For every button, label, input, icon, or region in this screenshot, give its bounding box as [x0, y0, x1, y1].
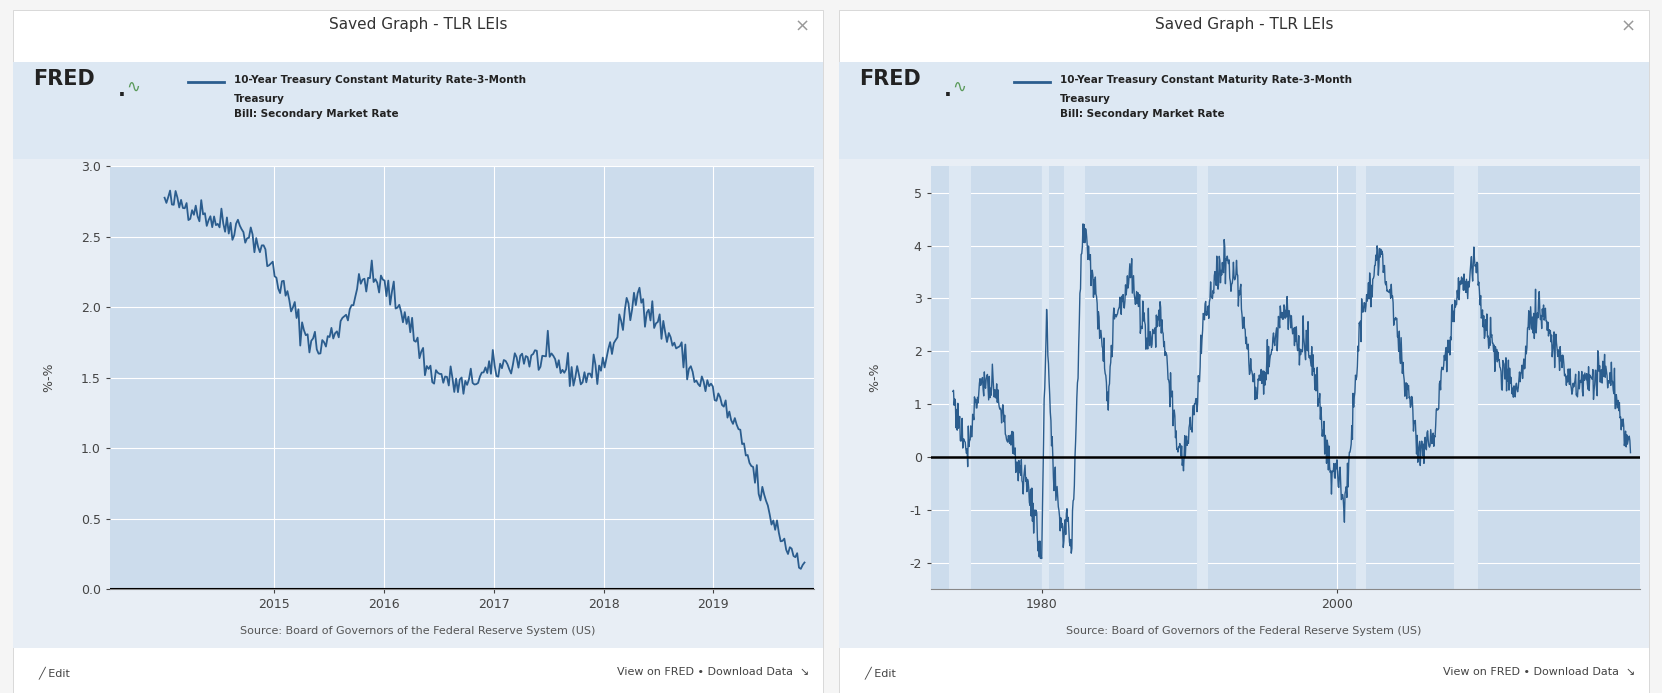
Text: Bill: Secondary Market Rate: Bill: Secondary Market Rate [1060, 109, 1225, 119]
Bar [949, 166, 971, 589]
Text: %-%: %-% [43, 360, 57, 392]
Text: .: . [944, 80, 952, 100]
Text: ∿: ∿ [126, 78, 140, 96]
Bar [1356, 166, 1366, 589]
Text: .: . [118, 80, 126, 100]
Text: Treasury: Treasury [234, 94, 286, 103]
Text: ╱ Edit: ╱ Edit [38, 666, 70, 678]
Bar [1454, 166, 1478, 589]
Text: Saved Graph - TLR LEIs: Saved Graph - TLR LEIs [1155, 17, 1333, 33]
Text: Saved Graph - TLR LEIs: Saved Graph - TLR LEIs [329, 17, 507, 33]
Text: ∿: ∿ [952, 78, 966, 96]
Text: ×: × [1620, 17, 1635, 35]
Text: %-%: %-% [869, 360, 883, 392]
Text: FRED: FRED [859, 69, 921, 89]
Bar [1042, 166, 1049, 589]
Text: Treasury: Treasury [1060, 94, 1112, 103]
Text: 10-Year Treasury Constant Maturity Rate-3-Month: 10-Year Treasury Constant Maturity Rate-… [234, 75, 527, 85]
Text: ╱ Edit: ╱ Edit [864, 666, 896, 678]
Text: View on FRED • Download Data  ↘: View on FRED • Download Data ↘ [617, 667, 809, 677]
Text: ×: × [794, 17, 809, 35]
Text: Source: Board of Governors of the Federal Reserve System (US): Source: Board of Governors of the Federa… [241, 626, 595, 635]
Bar [1064, 166, 1085, 589]
Text: 10-Year Treasury Constant Maturity Rate-3-Month: 10-Year Treasury Constant Maturity Rate-… [1060, 75, 1353, 85]
Text: Source: Board of Governors of the Federal Reserve System (US): Source: Board of Governors of the Federa… [1067, 626, 1421, 635]
Text: Bill: Secondary Market Rate: Bill: Secondary Market Rate [234, 109, 399, 119]
Text: View on FRED • Download Data  ↘: View on FRED • Download Data ↘ [1443, 667, 1635, 677]
Bar [1197, 166, 1208, 589]
Text: FRED: FRED [33, 69, 95, 89]
